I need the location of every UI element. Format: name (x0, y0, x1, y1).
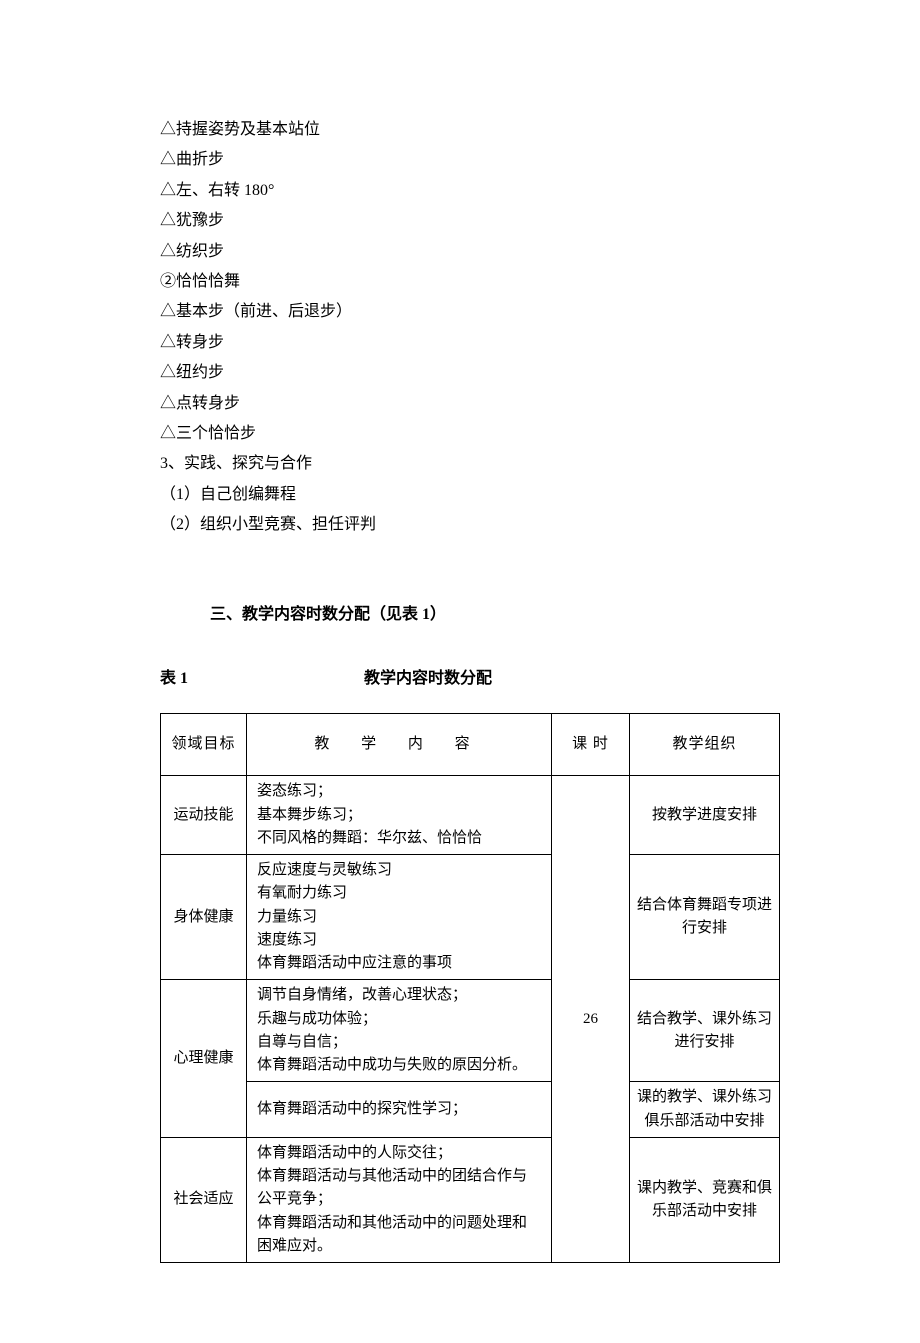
content-line: 有氧耐力练习 (257, 882, 541, 905)
content-line: 不同风格的舞蹈：华尔兹、恰恰恰 (257, 827, 541, 850)
list-item: △曲折步 (160, 145, 780, 175)
content-line: 自尊与自信； (257, 1031, 541, 1054)
list-item: △左、右转 180° (160, 176, 780, 206)
cell-content: 体育舞蹈活动中的人际交往； 体育舞蹈活动与其他活动中的团结合作与公平竞争； 体育… (247, 1137, 552, 1262)
section-heading: 三、教学内容时数分配（见表 1） (210, 600, 780, 624)
list-item: （2）组织小型竞赛、担任评判 (160, 510, 780, 540)
content-line: 体育舞蹈活动中成功与失败的原因分析。 (257, 1054, 541, 1077)
list-item: △纺织步 (160, 237, 780, 267)
list-item: △纽约步 (160, 358, 780, 388)
table-row: 运动技能 姿态练习； 基本舞步练习； 不同风格的舞蹈：华尔兹、恰恰恰 26 按教… (161, 776, 780, 855)
table-row: 心理健康 调节自身情绪，改善心理状态； 乐趣与成功体验； 自尊与自信； 体育舞蹈… (161, 980, 780, 1082)
list-item: ②恰恰恰舞 (160, 267, 780, 297)
cell-domain: 社会适应 (161, 1137, 247, 1262)
list-item: △三个恰恰步 (160, 419, 780, 449)
cell-org: 课的教学、课外练习俱乐部活动中安排 (630, 1082, 780, 1138)
content-line: 速度练习 (257, 929, 541, 952)
cell-org: 结合体育舞蹈专项进行安排 (630, 855, 780, 980)
content-line: 力量练习 (257, 906, 541, 929)
list-item: △持握姿势及基本站位 (160, 115, 780, 145)
list-item: 3、实践、探究与合作 (160, 449, 780, 479)
hours-allocation-table: 领域目标 教 学 内 容 课 时 教学组织 运动技能 姿态练习； 基本舞步练习；… (160, 713, 780, 1263)
list-item: △基本步（前进、后退步） (160, 297, 780, 327)
content-line: 调节自身情绪，改善心理状态； (257, 984, 541, 1007)
content-line: 体育舞蹈活动中的人际交往； (257, 1142, 541, 1165)
content-line: 姿态练习； (257, 780, 541, 803)
cell-domain: 身体健康 (161, 855, 247, 980)
list-item: （1）自己创编舞程 (160, 480, 780, 510)
cell-content: 体育舞蹈活动中的探究性学习； (247, 1082, 552, 1138)
table-title: 教学内容时数分配 (364, 670, 492, 687)
content-line: 反应速度与灵敏练习 (257, 859, 541, 882)
header-org: 教学组织 (630, 714, 780, 776)
content-line: 体育舞蹈活动中应注意的事项 (257, 952, 541, 975)
header-content: 教 学 内 容 (247, 714, 552, 776)
cell-content: 调节自身情绪，改善心理状态； 乐趣与成功体验； 自尊与自信； 体育舞蹈活动中成功… (247, 980, 552, 1082)
content-line: 体育舞蹈活动与其他活动中的团结合作与公平竞争； (257, 1165, 541, 1212)
list-item: △犹豫步 (160, 206, 780, 236)
content-line: 体育舞蹈活动和其他活动中的问题处理和困难应对。 (257, 1212, 541, 1259)
table-caption: 表 1 教学内容时数分配 (160, 664, 780, 688)
cell-org: 按教学进度安排 (630, 776, 780, 855)
cell-domain: 心理健康 (161, 980, 247, 1138)
table-row: 体育舞蹈活动中的探究性学习； 课的教学、课外练习俱乐部活动中安排 (161, 1082, 780, 1138)
header-domain: 领域目标 (161, 714, 247, 776)
cell-domain: 运动技能 (161, 776, 247, 855)
header-hours: 课 时 (552, 714, 630, 776)
content-line: 基本舞步练习； (257, 804, 541, 827)
cell-org: 课内教学、竞赛和俱乐部活动中安排 (630, 1137, 780, 1262)
cell-content: 姿态练习； 基本舞步练习； 不同风格的舞蹈：华尔兹、恰恰恰 (247, 776, 552, 855)
content-line: 乐趣与成功体验； (257, 1008, 541, 1031)
list-item: △转身步 (160, 328, 780, 358)
list-item: △点转身步 (160, 389, 780, 419)
table-row: 社会适应 体育舞蹈活动中的人际交往； 体育舞蹈活动与其他活动中的团结合作与公平竞… (161, 1137, 780, 1262)
cell-org: 结合教学、课外练习进行安排 (630, 980, 780, 1082)
table-header-row: 领域目标 教 学 内 容 课 时 教学组织 (161, 714, 780, 776)
cell-hours: 26 (552, 776, 630, 1263)
table-row: 身体健康 反应速度与灵敏练习 有氧耐力练习 力量练习 速度练习 体育舞蹈活动中应… (161, 855, 780, 980)
cell-content: 反应速度与灵敏练习 有氧耐力练习 力量练习 速度练习 体育舞蹈活动中应注意的事项 (247, 855, 552, 980)
bullet-list: △持握姿势及基本站位 △曲折步 △左、右转 180° △犹豫步 △纺织步 ②恰恰… (160, 115, 780, 540)
table-number: 表 1 (160, 664, 360, 688)
